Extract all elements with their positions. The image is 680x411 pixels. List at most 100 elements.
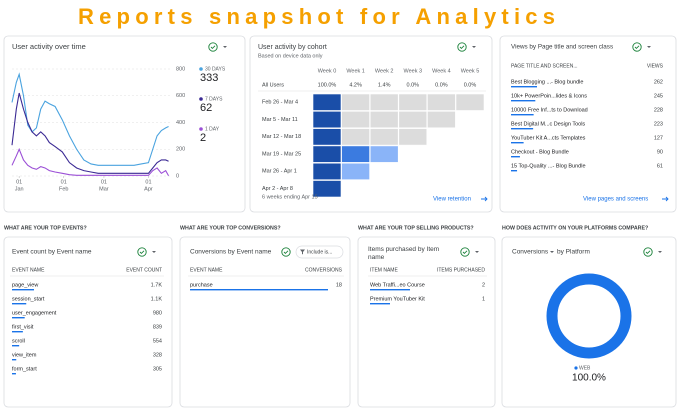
row-value: 1 [482,296,485,302]
column-header: VIEWS [647,63,664,69]
filter-menu[interactable] [208,42,227,52]
arrow-icon [481,196,488,202]
row-label: All Users [262,82,284,88]
row-value: 18 [336,282,342,288]
legend-dot [199,67,203,71]
arrow-icon [662,196,669,202]
all-users-value: 4.2% [349,82,362,88]
check-icon [281,247,291,257]
bar [511,170,518,172]
bar [12,331,23,333]
check-mark [210,45,216,50]
cohort-cell [427,93,456,111]
filter-menu[interactable] [457,42,476,52]
legend-label: WEB [579,365,591,371]
row-label: user_engagement [12,310,57,316]
row-value: 127 [654,135,663,141]
x-tick-label: Mar [99,186,109,192]
dropdown-icon [647,46,651,48]
bar [511,156,520,158]
x-tick-label: Feb [59,186,68,192]
row-value: 223 [654,121,663,127]
dropdown-icon [223,46,227,48]
filter-menu[interactable] [643,247,662,257]
check-mark [139,250,145,255]
y-tick-label: 400 [176,120,185,126]
bar [12,303,27,305]
card-title: Event count by Event name [12,249,92,256]
cohort-cell [312,180,342,198]
line-series [11,92,169,174]
row-value: 90 [657,149,663,155]
cohort-cell [312,128,342,146]
column-header: Week 2 [375,68,394,74]
row-label: Mar 5 - Mar 11 [262,117,298,123]
cohort-cell [455,93,485,111]
card [3,35,246,213]
legend-dot [574,366,578,370]
row-value: 839 [153,324,162,330]
column-header: Week 3 [404,68,423,74]
cohort-cell [427,111,456,129]
legend-value: 62 [200,102,212,114]
check-icon [632,42,642,52]
section-label: WHAT ARE YOUR TOP CONVERSIONS? [180,225,281,231]
all-users-value: 0.0% [407,82,420,88]
section-label: HOW DOES ACTIVITY ON YOUR PLATFORMS COMP… [502,225,648,231]
row-label: Mar 19 - Mar 25 [262,151,301,157]
row-value: 980 [153,310,162,316]
row-value: 228 [654,107,663,113]
card-title: Conversions by Event name [190,249,272,256]
legend-dot [199,97,203,101]
row-label: Mar 26 - Apr 1 [262,169,297,175]
dropdown-icon [550,251,554,253]
link[interactable]: View pages and screens [583,197,648,203]
cohort-cell [398,128,428,146]
check-icon [643,247,653,257]
row-label: Premium YouTuber Kit [370,296,425,302]
filter-menu[interactable] [460,247,479,257]
card-title-box: Items purchased by Item name [368,246,440,261]
column-header: Week 1 [346,68,365,74]
y-tick-label: 0 [176,173,179,179]
bar [12,359,17,361]
row-label: Mar 12 - Mar 18 [262,134,301,140]
cohort-cell [341,111,370,129]
y-tick-label: 800 [176,66,185,72]
row-label: Best Blogging ...- Blog bundle [511,79,583,85]
check-mark [634,45,640,50]
check-mark [459,45,465,50]
y-tick-label: 600 [176,93,185,99]
column-header: ITEMS PURCHASED [437,267,485,273]
bar [511,128,534,130]
row-value: 2 [482,282,485,288]
row-label: scroll [12,338,25,344]
column-header: Week 4 [432,68,451,74]
metric-selector[interactable]: Conversions [512,249,549,256]
bar [511,100,536,102]
column-header: CONVERSIONS [305,267,343,273]
cohort-cell [312,111,342,129]
x-tick-label: 01 [61,179,67,185]
legend-value: 100.0% [572,373,606,384]
cohort-cell [398,111,428,129]
filter-menu[interactable] [137,247,156,257]
filter-menu[interactable] [632,42,651,52]
card-subtitle: Based on device data only [258,53,323,59]
section-label: WHAT ARE YOUR TOP SELLING PRODUCTS? [358,225,474,231]
row-label: Feb 26 - Mar 4 [262,99,298,105]
row-value: 262 [654,79,663,85]
row-label: Checkout - Blog Bundle [511,149,569,155]
bar [511,86,537,88]
row-value: 1.7K [151,282,163,288]
check-mark [462,250,468,255]
row-label: purchase [190,282,213,288]
cohort-cell [341,162,370,180]
check-mark [645,250,651,255]
filter-icon [300,249,305,255]
row-label: first_visit [12,324,34,330]
dropdown-icon [658,251,662,253]
link[interactable]: View retention [433,197,471,203]
card-title: Items purchased by Item name [368,246,440,261]
row-value: 305 [153,366,162,372]
